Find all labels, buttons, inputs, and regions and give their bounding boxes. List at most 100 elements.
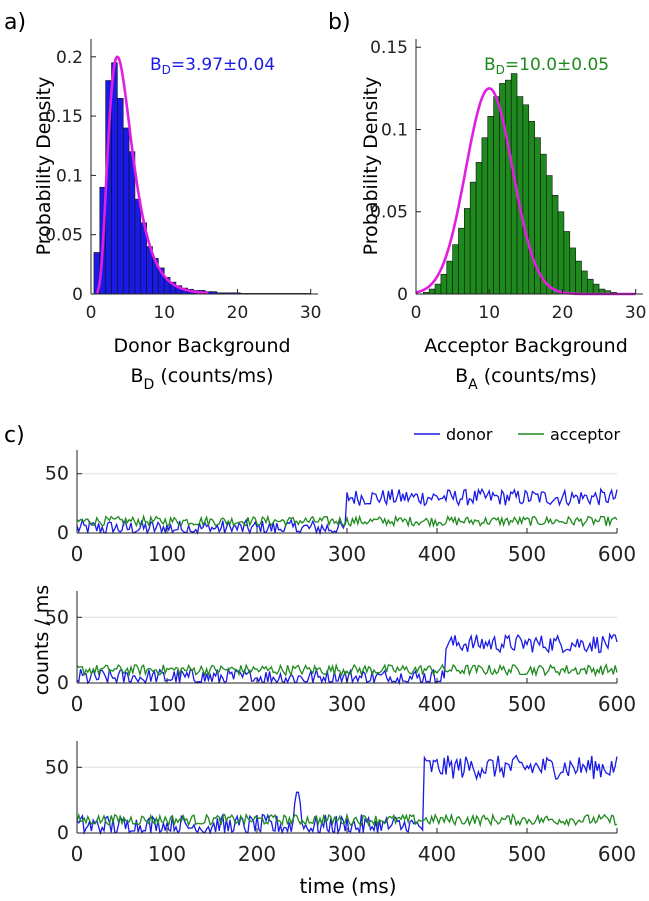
histogram-bar xyxy=(551,194,559,295)
x-tick-label: 0 xyxy=(411,303,422,323)
x-tick-label: 300 xyxy=(328,842,366,866)
x-tick-label: 10 xyxy=(153,303,175,323)
legend: donor acceptor xyxy=(414,425,620,444)
histogram-bar xyxy=(440,273,448,295)
x-tick-label: 400 xyxy=(418,692,456,716)
x-tick-label: 0 xyxy=(71,542,84,566)
donor-line xyxy=(76,754,618,836)
histogram-bar xyxy=(528,120,535,295)
histogram-bar xyxy=(505,79,512,295)
y-tick-label: 50 xyxy=(45,606,69,628)
histogram-bar xyxy=(540,153,547,295)
x-tick-label: 500 xyxy=(508,842,546,866)
histogram-bar xyxy=(557,211,565,295)
histogram-bar xyxy=(428,288,436,295)
x-tick-label: 0 xyxy=(71,842,84,866)
x-axis-label-secondary: BA (counts/ms) xyxy=(455,365,597,393)
y-tick-label: 0 xyxy=(57,672,69,694)
legend-acceptor-label: acceptor xyxy=(550,425,620,444)
y-tick-label: 50 xyxy=(45,756,69,778)
histogram-bar xyxy=(563,231,571,295)
acceptor-line xyxy=(76,662,618,678)
histogram-bar xyxy=(128,151,136,295)
panel-label-a: a) xyxy=(4,10,26,35)
histogram-bar xyxy=(469,181,477,295)
donor-line xyxy=(76,487,618,536)
y-tick-label: 0.2 xyxy=(56,48,83,68)
y-tick-label: 0.15 xyxy=(45,107,83,127)
y-tick-label: 0.1 xyxy=(56,166,83,186)
fit-curve xyxy=(95,55,209,295)
histogram-bar xyxy=(111,62,118,295)
x-tick-label: 200 xyxy=(238,692,276,716)
histogram-bar xyxy=(122,127,130,295)
histogram-bar xyxy=(493,96,500,295)
histogram-bar xyxy=(475,162,483,295)
trace-plot-1: 0 100 200 300 400 500 600 0 50 xyxy=(45,450,636,566)
x-tick-label: 0 xyxy=(86,303,97,323)
donor-histogram-panel: Probability Density BD=3.97±0.04 Donor B… xyxy=(33,39,321,393)
y-tick-label: 0 xyxy=(72,285,83,305)
x-axis-label: time (ms) xyxy=(299,874,396,898)
panel-label-c: c) xyxy=(4,423,25,448)
y-tick-label: 50 xyxy=(45,463,69,485)
x-tick-label: 300 xyxy=(328,542,366,566)
x-tick-label: 600 xyxy=(598,692,636,716)
x-tick-label: 400 xyxy=(418,842,456,866)
histogram-bar xyxy=(481,137,489,295)
x-tick-label: 10 xyxy=(478,303,500,323)
histogram-bar xyxy=(452,244,459,295)
histogram-bar xyxy=(575,260,582,295)
trace-plot-3: time (ms) 0 100 200 300 400 500 600 0 50 xyxy=(45,741,636,898)
trace-plot-2: counts / ms 0 100 200 300 400 500 600 0 50 xyxy=(31,585,636,716)
y-axis-label: counts / ms xyxy=(31,585,53,695)
acceptor-line xyxy=(76,514,618,529)
x-tick-label: 100 xyxy=(148,542,186,566)
histogram-bar xyxy=(522,104,530,295)
histogram-bar xyxy=(446,260,453,295)
histogram-bar xyxy=(464,208,471,295)
y-tick-label: 0.05 xyxy=(45,226,83,246)
panel-label-b: b) xyxy=(328,10,351,35)
x-tick-label: 30 xyxy=(300,303,322,323)
x-tick-label: 200 xyxy=(238,542,276,566)
x-tick-label: 600 xyxy=(598,842,636,866)
x-tick-label: 0 xyxy=(71,692,84,716)
acceptor-background-annotation: BD=10.0±0.05 xyxy=(484,55,609,77)
y-tick-label: 0.1 xyxy=(381,120,408,140)
histogram-bar xyxy=(134,198,142,295)
x-axis-label-secondary: BD (counts/ms) xyxy=(130,365,273,393)
histogram-bar xyxy=(434,283,442,295)
histogram-bar xyxy=(117,98,124,295)
x-tick-label: 20 xyxy=(552,303,574,323)
histogram-bar xyxy=(569,247,576,295)
y-tick-label: 0.15 xyxy=(370,38,408,58)
y-tick-label: 0 xyxy=(57,822,69,844)
histogram-bar xyxy=(592,283,600,295)
x-tick-label: 400 xyxy=(418,542,456,566)
x-tick-label: 500 xyxy=(508,542,546,566)
y-axis-label: Probability Density xyxy=(33,77,55,256)
x-tick-label: 500 xyxy=(508,692,546,716)
y-tick-label: 0 xyxy=(57,522,69,544)
legend-donor-label: donor xyxy=(446,425,493,444)
acceptor-histogram-panel: Probability Density BD=10.0±0.05 Accepto… xyxy=(360,38,646,393)
x-tick-label: 100 xyxy=(148,692,186,716)
x-axis-label: Acceptor Background xyxy=(424,335,628,357)
histogram-bar xyxy=(487,116,494,295)
donor-background-annotation: BD=3.97±0.04 xyxy=(150,55,275,77)
histogram-bar xyxy=(458,227,465,295)
x-tick-label: 100 xyxy=(148,842,186,866)
x-axis-label: Donor Background xyxy=(113,335,290,357)
x-tick-label: 30 xyxy=(625,303,647,323)
y-tick-label: 0.05 xyxy=(370,203,408,223)
y-axis-label: Probability Density xyxy=(360,77,382,256)
histogram-bar xyxy=(546,175,553,295)
x-tick-label: 200 xyxy=(238,842,276,866)
histogram-bar xyxy=(587,278,594,295)
histogram-bar xyxy=(581,270,588,295)
x-tick-label: 20 xyxy=(227,303,249,323)
acceptor-line xyxy=(76,812,618,828)
x-tick-label: 300 xyxy=(328,692,366,716)
